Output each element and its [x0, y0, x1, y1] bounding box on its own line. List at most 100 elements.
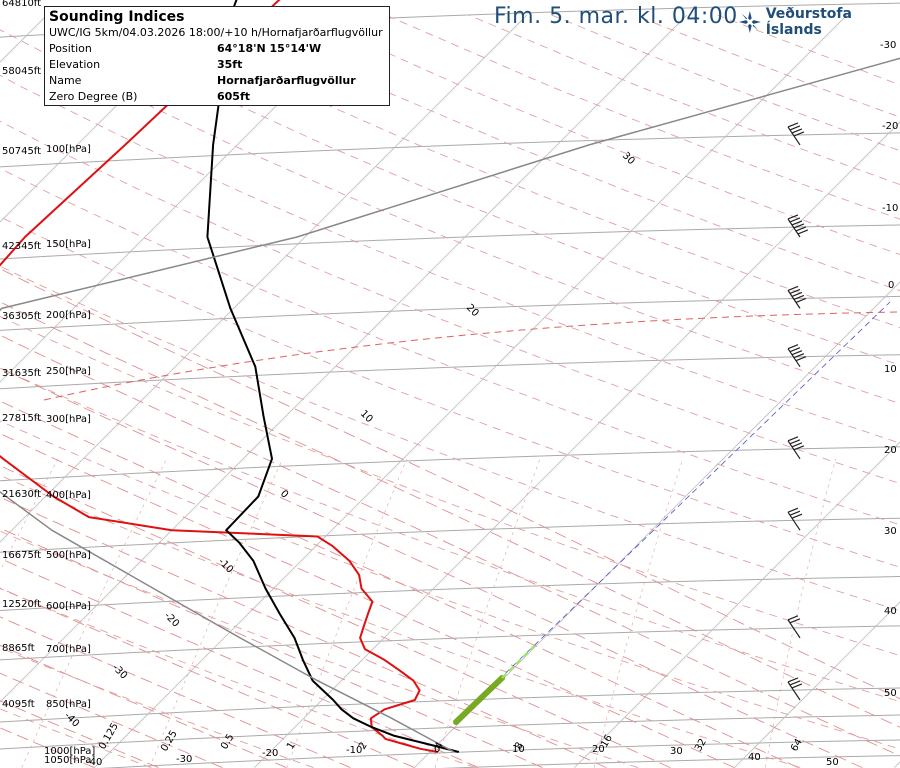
- altitude-label: 36305ft: [2, 311, 41, 322]
- wind-barb-flag: [793, 131, 805, 137]
- dry-adiabat-line: [137, 14, 900, 328]
- lcl-line: [454, 301, 891, 723]
- mixing-ratio-label: 4: [433, 740, 446, 751]
- moist-adiabat-line: [0, 400, 799, 768]
- mixing-ratio-line: [149, 458, 283, 768]
- wind-barb-flag: [791, 128, 803, 134]
- right-temp-label: -10: [882, 203, 898, 214]
- isotherm-line: [0, 14, 208, 223]
- low-level-highlight: [453, 675, 505, 725]
- isobar-line: [0, 687, 900, 723]
- altitude-label: 31635ft: [2, 368, 41, 379]
- moist-adiabat-line: [0, 268, 900, 700]
- wind-barb-flag: [793, 445, 805, 451]
- wind-barb: [787, 122, 805, 146]
- moist-adiabat-line: [0, 334, 900, 757]
- temperature-line: [0, 0, 439, 753]
- reference-dashed-line: [43, 311, 900, 401]
- altitude-label: 16675ft: [2, 550, 41, 561]
- pressure-label: 100[hPa]: [46, 144, 91, 155]
- pressure-label: 1050[hPa]: [44, 755, 95, 766]
- mixing-ratio-grid: [0, 458, 836, 768]
- wind-barb-flag: [797, 229, 809, 235]
- wind-barb-flag: [787, 507, 799, 513]
- wind-barb-flag: [793, 223, 805, 229]
- moist-adiabat-grid: [0, 268, 900, 768]
- isotherm-line: [0, 14, 688, 703]
- altitude-label: 4095ft: [2, 699, 35, 710]
- dry-adiabat-line: [0, 474, 801, 768]
- dry-adiabat-line: [0, 708, 152, 768]
- mixing-ratio-label: 2: [357, 740, 370, 751]
- wind-barb: [787, 214, 809, 238]
- pressure-label: 600[hPa]: [46, 601, 91, 612]
- wind-barb-flag: [791, 683, 803, 689]
- info-model-line: UWC/IG 5km/04.03.2026 18:00/+10 h/Hornaf…: [49, 26, 383, 39]
- wind-barb-flag: [791, 220, 803, 226]
- right-temp-label: 0: [888, 280, 894, 291]
- wind-barb-flag: [791, 442, 803, 448]
- wind-barb-flag: [787, 214, 799, 220]
- moist-adiabat-line: [0, 367, 863, 768]
- mixing-ratio-label: 8: [513, 740, 526, 751]
- altitude-label: 8865ft: [2, 643, 35, 654]
- right-temp-label: 50: [884, 688, 897, 699]
- isobar-line: [0, 714, 900, 750]
- wind-barb-flag: [787, 436, 799, 442]
- right-temp-label: 20: [884, 445, 897, 456]
- mixing-ratio-line: [286, 458, 408, 768]
- wind-barb: [787, 677, 803, 701]
- isobar-line: [99, 739, 900, 768]
- wind-barb-flag: [787, 344, 799, 350]
- wind-barb: [787, 436, 805, 460]
- right-temp-label: 40: [884, 606, 897, 617]
- special-lines: [43, 301, 900, 725]
- pressure-label: 250[hPa]: [46, 366, 91, 377]
- wind-barb: [787, 615, 801, 639]
- wind-barb-flag: [791, 513, 803, 519]
- mixing-ratio-line: [0, 458, 59, 572]
- info-label: Zero Degree (B): [49, 90, 138, 103]
- moist-adiabat-line: [0, 672, 223, 768]
- dry-adiabat-line: [0, 315, 900, 657]
- mixing-ratio-label: 1: [285, 740, 298, 751]
- bottom-temp-label: -30: [176, 754, 192, 765]
- isobar-line: [0, 446, 900, 482]
- moist-adiabat-line: [0, 465, 671, 768]
- info-value: 64°18'N 15°14'W: [217, 42, 322, 55]
- wind-barb-flag: [789, 288, 801, 294]
- altitude-label: 27815ft: [2, 413, 41, 424]
- wind-barb-flag: [789, 125, 801, 131]
- moist-adiabat-line: [0, 301, 900, 728]
- page-title: Fim. 5. mar. kl. 04:00: [494, 4, 738, 29]
- dry-adiabat-line: [0, 29, 900, 405]
- moist-adiabat-line: [0, 644, 287, 768]
- wind-barb-flag: [791, 350, 803, 356]
- bottom-temp-label: 30: [670, 746, 683, 757]
- pressure-label: 150[hPa]: [46, 239, 91, 250]
- pressure-label: 300[hPa]: [46, 414, 91, 425]
- isotherm-line: [414, 281, 900, 768]
- pressure-label: 400[hPa]: [46, 490, 91, 501]
- wind-barb-flag: [793, 353, 805, 359]
- wind-barb: [787, 285, 807, 309]
- dry-adiabat-line: [0, 216, 900, 568]
- low-level-highlight-ext: [501, 644, 536, 679]
- wind-barb-flag: [795, 297, 807, 303]
- moist-adiabat-line: [0, 700, 159, 768]
- wind-barb-flag: [795, 356, 807, 362]
- wind-barb-flag: [787, 677, 799, 683]
- isotherm-line: [0, 14, 528, 543]
- sounding-info-box: Sounding Indices UWC/IG 5km/04.03.2026 1…: [44, 6, 390, 106]
- altitude-label: 64810ft: [2, 0, 41, 9]
- right-temp-label: -30: [880, 40, 896, 51]
- altitude-label: 42345ft: [2, 241, 41, 252]
- pressure-label: 200[hPa]: [46, 310, 91, 321]
- wind-barb: [787, 344, 807, 368]
- dry-adiabat-line: [0, 265, 900, 612]
- wind-barb-flag: [789, 347, 801, 353]
- wind-barb-flag: [791, 291, 803, 297]
- right-temp-label: -20: [882, 121, 898, 132]
- info-row-zero-degree: Zero Degree (B) 605ft: [49, 89, 385, 105]
- dewpoint-line: [206, 0, 460, 753]
